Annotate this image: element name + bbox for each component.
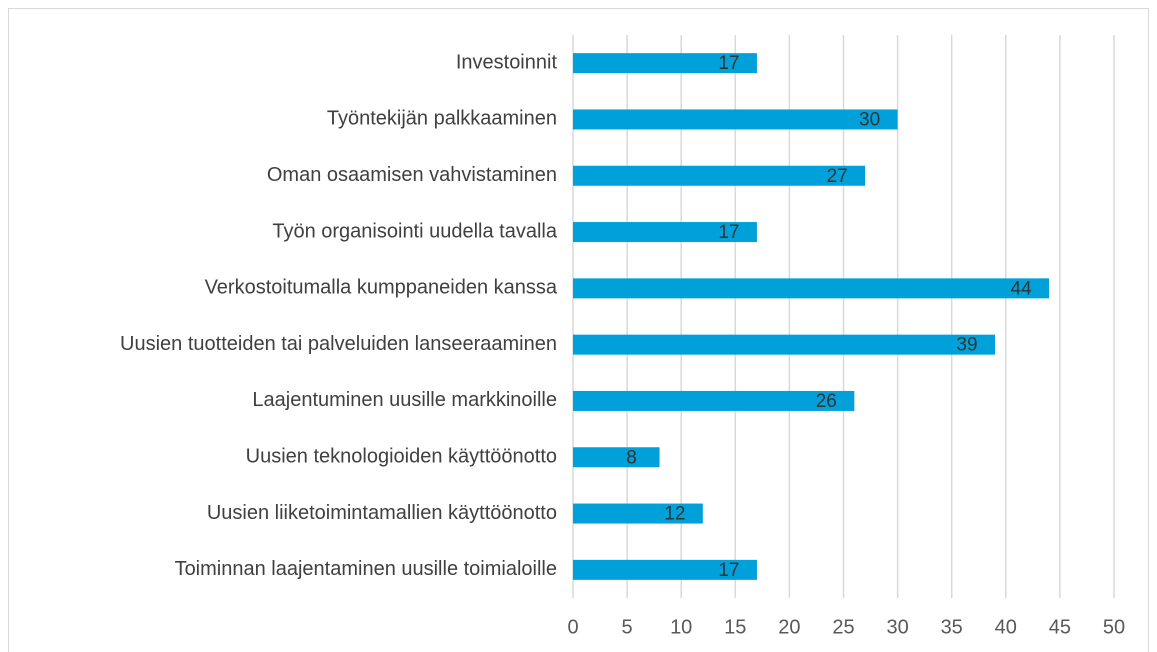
bar <box>573 53 757 74</box>
bar <box>573 334 995 355</box>
data-label: 27 <box>827 166 848 187</box>
data-label: 17 <box>718 53 739 74</box>
x-tick-label: 5 <box>622 616 633 638</box>
x-tick-label: 25 <box>832 616 854 638</box>
bar <box>573 222 757 243</box>
data-label: 44 <box>1011 278 1033 299</box>
bar <box>573 447 660 468</box>
bar <box>573 109 898 130</box>
y-tick-label: Investoinnit <box>456 51 558 73</box>
x-tick-label: 40 <box>995 616 1017 638</box>
y-tick-label: Työn organisointi uudella tavalla <box>272 220 558 242</box>
x-tick-label: 45 <box>1049 616 1071 638</box>
x-tick-label: 35 <box>941 616 963 638</box>
bar <box>573 278 1050 299</box>
data-label: 12 <box>664 504 685 525</box>
data-label: 26 <box>816 391 837 412</box>
y-tick-label: Toiminnan laajentaminen uusille toimialo… <box>175 558 557 580</box>
y-tick-label: Uusien liiketoimintamallien käyttöönotto <box>207 502 557 524</box>
bar <box>573 165 866 186</box>
y-tick-label: Verkostoitumalla kumppaneiden kanssa <box>205 277 558 299</box>
x-tick-label: 15 <box>724 616 746 638</box>
y-tick-label: Uusien teknologioiden käyttöönotto <box>246 446 557 468</box>
bar <box>573 503 703 524</box>
y-tick-label: Työntekijän palkkaaminen <box>327 108 557 130</box>
bar <box>573 390 855 411</box>
y-tick-label: Uusien tuotteiden tai palveluiden lansee… <box>120 333 557 355</box>
x-tick-label: 0 <box>567 616 578 638</box>
data-label: 17 <box>718 560 739 581</box>
data-label: 8 <box>626 447 637 468</box>
data-label: 17 <box>718 222 739 243</box>
bar <box>573 559 757 580</box>
chart-border <box>8 8 1149 652</box>
data-label: 30 <box>859 109 880 130</box>
x-tick-label: 20 <box>778 616 800 638</box>
x-tick-label: 10 <box>670 616 692 638</box>
y-tick-label: Laajentuminen uusille markkinoille <box>252 389 557 411</box>
y-tick-label: Oman osaamisen vahvistaminen <box>267 164 557 186</box>
x-tick-label: 50 <box>1103 616 1125 638</box>
x-tick-label: 30 <box>886 616 908 638</box>
data-label: 39 <box>956 335 977 356</box>
